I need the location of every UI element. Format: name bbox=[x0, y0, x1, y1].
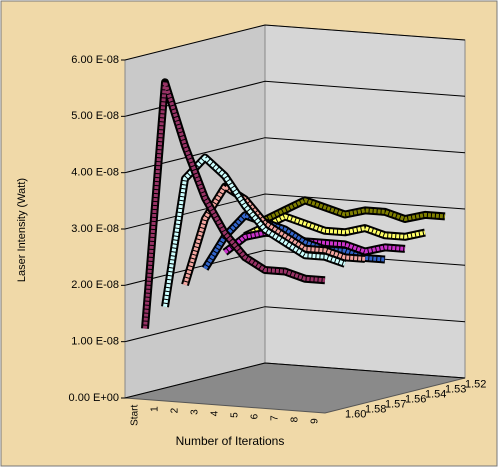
x-tick-label: 9 bbox=[310, 418, 321, 424]
grid-line bbox=[124, 24, 466, 61]
y-tick-label: 4.00 E-08 bbox=[71, 167, 119, 179]
x-tick-label: 4 bbox=[210, 410, 221, 416]
series-line bbox=[244, 214, 426, 239]
x-tick-label: 7 bbox=[270, 415, 281, 421]
y-tick-label: 3.00 E-08 bbox=[71, 223, 119, 235]
legend-label: 1.60 bbox=[345, 408, 366, 420]
legend-label: 1.57 bbox=[385, 398, 406, 410]
legend-label: 1.52 bbox=[465, 378, 486, 390]
y-tick-label: 1.00 E-08 bbox=[71, 336, 119, 348]
y-axis-title: Laser Intensity (Watt) bbox=[16, 178, 28, 282]
series-line bbox=[183, 184, 366, 286]
x-axis-title: Number of Iterations bbox=[176, 434, 285, 448]
y-tick-label: 2.00 E-08 bbox=[71, 279, 119, 291]
x-tick-label: 1 bbox=[150, 406, 161, 412]
series-line bbox=[143, 80, 326, 329]
legend-label: 1.53 bbox=[445, 383, 466, 395]
y-tick-label: 6.00 E-08 bbox=[71, 54, 119, 66]
grid-line bbox=[124, 362, 466, 399]
legend-label: 1.58 bbox=[365, 403, 386, 415]
y-tick-label: 0.00 E+00 bbox=[69, 392, 119, 404]
x-tick-label: 2 bbox=[170, 407, 181, 413]
grid-line bbox=[124, 193, 466, 230]
grid-line bbox=[124, 137, 466, 174]
y-tick-label: 5.00 E-08 bbox=[71, 110, 119, 122]
series-line bbox=[264, 198, 446, 222]
x-tick-label: 8 bbox=[290, 416, 301, 422]
x-tick-label: 5 bbox=[230, 412, 241, 418]
x-tick-label: 3 bbox=[190, 409, 201, 415]
x-tick-label: 6 bbox=[250, 413, 261, 419]
legend-label: 1.56 bbox=[405, 393, 426, 405]
grid-line bbox=[124, 306, 466, 343]
legend-label: 1.54 bbox=[425, 388, 446, 400]
x-tick-label: Start bbox=[130, 405, 141, 426]
